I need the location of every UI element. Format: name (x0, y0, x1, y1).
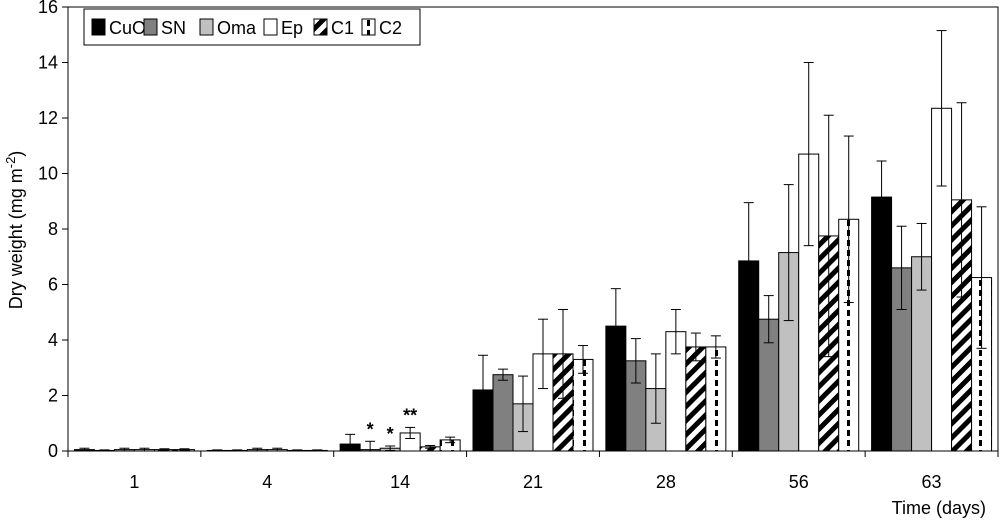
legend-swatch-CuO (91, 18, 106, 36)
x-tick-label: 56 (789, 472, 809, 492)
legend-label: SN (161, 18, 186, 38)
legend-label: C1 (331, 18, 354, 38)
legend: CuO SN Oma Ep C1 C2 (83, 8, 421, 46)
bar-C2-28 (705, 346, 727, 452)
y-tick-label: 4 (48, 330, 58, 350)
legend-swatch-SN (143, 18, 158, 36)
x-tick-label: 1 (129, 472, 139, 492)
legend-swatch-Oma (199, 18, 214, 36)
legend-label: Oma (217, 18, 257, 38)
y-tick-label: 16 (38, 0, 58, 17)
bar-SN-21 (492, 374, 514, 452)
y-tick-label: 14 (38, 53, 58, 73)
legend-swatch-C2 (361, 18, 376, 36)
y-tick-label: 2 (48, 386, 58, 406)
y-tick-label: 8 (48, 219, 58, 239)
bar-CuO-63 (871, 196, 893, 452)
x-tick-label: 4 (262, 472, 272, 492)
legend-label: C2 (379, 18, 402, 38)
legend-label: Ep (281, 18, 303, 38)
x-tick-label: 21 (523, 472, 543, 492)
bar-C1-28 (685, 346, 707, 452)
x-axis-title: Time (days) (892, 498, 986, 518)
x-tick-label: 14 (390, 472, 410, 492)
x-tick-label: 63 (922, 472, 942, 492)
y-axis-title-text: Dry weight (mg m (6, 168, 26, 309)
x-tick-label: 28 (656, 472, 676, 492)
y-axis-title: Dry weight (mg m-2) (3, 151, 26, 310)
legend-label: CuO (109, 18, 146, 38)
significance-marker: ** (403, 405, 417, 425)
y-axis-title-close: ) (6, 151, 26, 157)
y-tick-label: 12 (38, 108, 58, 128)
legend-swatch-C1 (313, 18, 328, 36)
significance-marker: * (367, 419, 374, 439)
legend-swatch-Ep (263, 18, 278, 36)
y-tick-label: 6 (48, 275, 58, 295)
significance-marker: * (387, 424, 394, 444)
y-axis-title-superscript: -2 (3, 157, 18, 169)
y-tick-label: 0 (48, 441, 58, 461)
y-tick-label: 10 (38, 164, 58, 184)
